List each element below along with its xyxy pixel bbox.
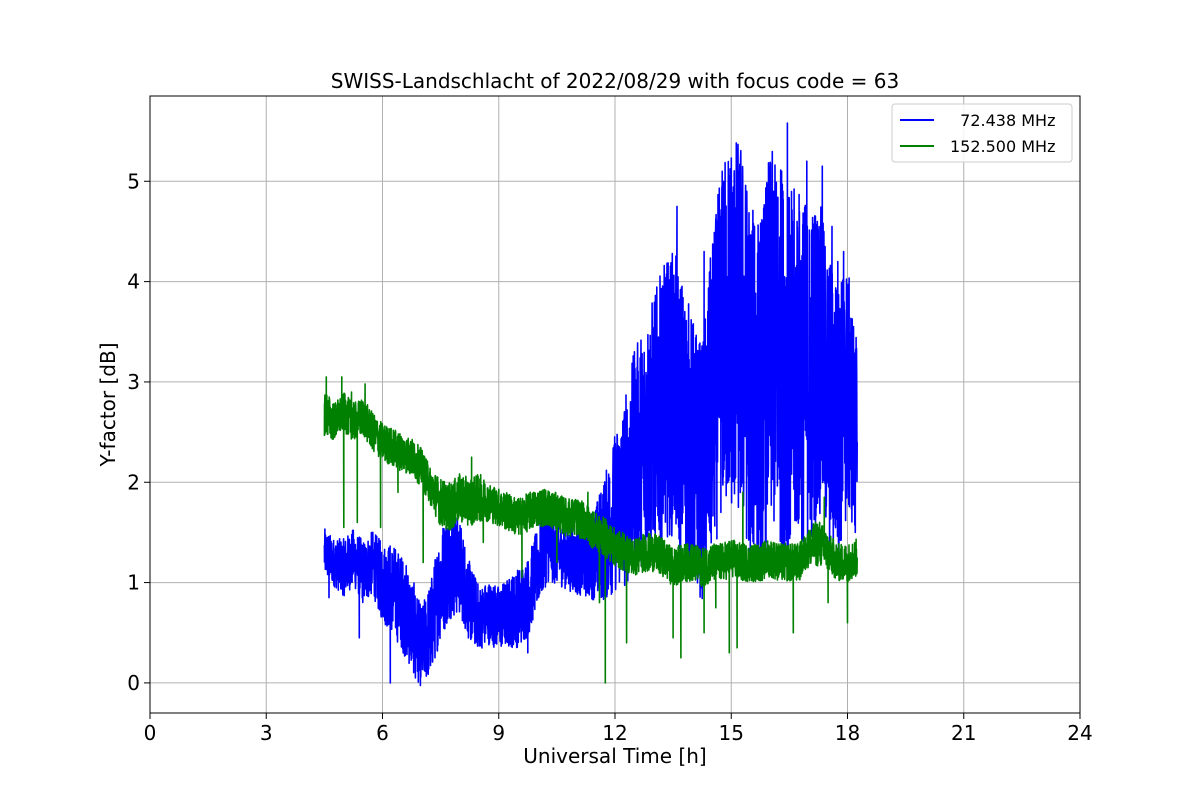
x-tick-label: 15 — [719, 721, 744, 745]
chart-title: SWISS-Landschlacht of 2022/08/29 with fo… — [331, 69, 899, 93]
x-tick-label: 0 — [144, 721, 157, 745]
x-tick-label: 24 — [1067, 721, 1092, 745]
x-tick-label: 12 — [602, 721, 627, 745]
legend-box — [891, 103, 1073, 163]
y-axis-title: Y-factor [dB] — [96, 342, 120, 467]
y-tick-label: 5 — [127, 169, 140, 193]
x-tick-label: 21 — [951, 721, 976, 745]
y-tick-label: 1 — [127, 571, 140, 595]
x-axis-title: Universal Time [h] — [523, 744, 706, 768]
y-tick-label: 4 — [127, 270, 140, 294]
legend-label: 152.500 MHz — [950, 137, 1055, 156]
legend: 72.438 MHz 152.500 MHz — [891, 103, 1073, 163]
x-tick-label: 18 — [835, 721, 860, 745]
series-line-blue — [323, 122, 858, 687]
y-tick-label: 0 — [127, 671, 140, 695]
y-tick-label: 3 — [127, 370, 140, 394]
y-tick-label: 2 — [127, 470, 140, 494]
legend-label: 72.438 MHz — [950, 111, 1055, 130]
series-layer — [323, 122, 858, 687]
x-tick-label: 3 — [260, 721, 273, 745]
x-tick-label: 6 — [376, 721, 389, 745]
series-line-green — [323, 376, 858, 684]
x-tick-label: 9 — [492, 721, 505, 745]
